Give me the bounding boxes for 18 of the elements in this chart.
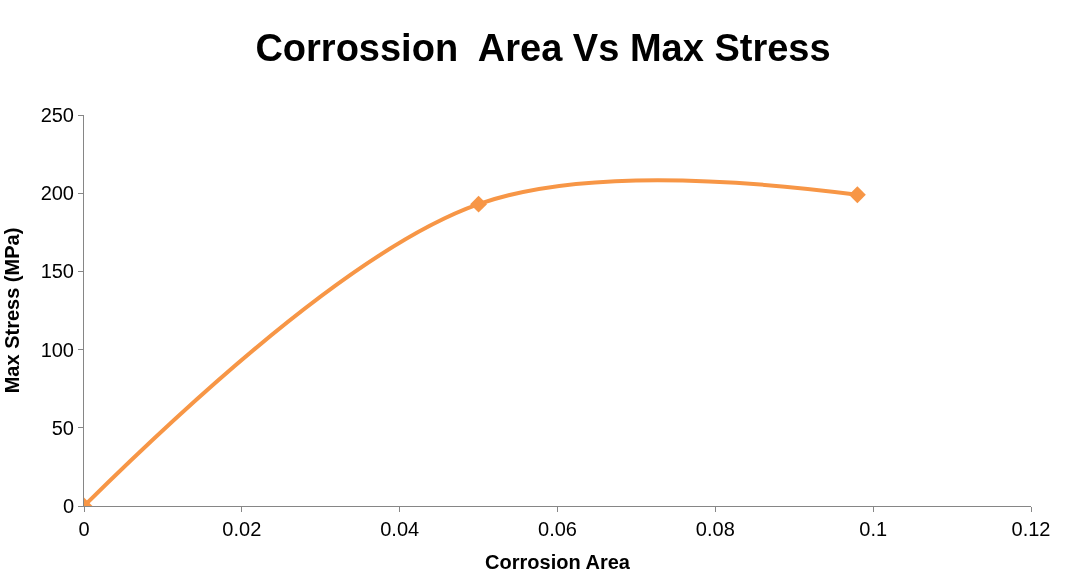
- y-tick-label: 0: [62, 495, 74, 517]
- y-axis-title: Max Stress (MPa): [1, 227, 24, 394]
- x-tick-label: 0: [78, 518, 90, 540]
- point: [470, 195, 488, 213]
- y-tick-label: 200: [40, 182, 74, 205]
- x-tick-label: 0.04: [380, 518, 420, 540]
- x-tick-label: 0.02: [222, 518, 262, 540]
- x-axis-title: Corrosion Area: [485, 550, 631, 573]
- x-tick-label: 0.12: [1011, 518, 1051, 540]
- x-tick-label: 0.06: [538, 518, 577, 540]
- y-tick-label: 250: [40, 104, 74, 126]
- y-tick-label: 50: [51, 416, 74, 439]
- x-tick-label: 0.08: [695, 518, 735, 540]
- y-tick-label: 100: [40, 338, 74, 361]
- point: [848, 186, 866, 204]
- chart-title: Corrossion Area Vs Max Stress: [255, 27, 831, 70]
- x-tick-label: 0.1: [859, 518, 888, 540]
- y-tick-label: 150: [40, 260, 74, 283]
